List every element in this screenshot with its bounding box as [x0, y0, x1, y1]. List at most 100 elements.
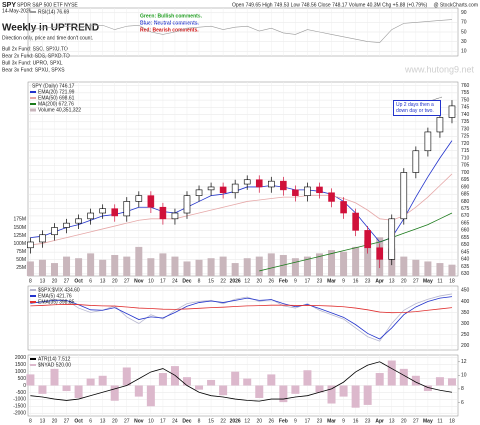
volume-bar: [291, 258, 299, 276]
y-tick-label: -1500: [13, 404, 26, 410]
x-tick-label: Apr: [375, 418, 384, 424]
y-tick-label: 50: [461, 29, 467, 35]
bar: [339, 385, 348, 397]
x-tick-label: 16: [353, 278, 359, 284]
candle-body: [51, 227, 58, 236]
x-tick-label: 13: [40, 278, 46, 284]
candle-body: [207, 186, 215, 191]
bar: [375, 373, 384, 386]
bar: [110, 385, 119, 401]
x-tick-label: 20: [401, 278, 407, 284]
x-tick-label: 15: [208, 418, 214, 424]
y-tick-label: 10: [461, 49, 467, 55]
bar: [86, 378, 95, 386]
volume-tick-label: 150M: [13, 225, 26, 231]
candle-body: [123, 201, 131, 217]
y-tick-label: 90: [461, 10, 467, 16]
x-tick-label: 8: [29, 278, 32, 284]
x-tick-label: 17: [305, 418, 311, 424]
candle-body: [292, 189, 299, 196]
volume-bar: [352, 246, 360, 276]
x-tick-label: 20: [256, 278, 262, 284]
x-tick-label: 20: [52, 418, 58, 424]
x-tick-label: 20: [112, 278, 118, 284]
x-tick-label: 23: [365, 278, 371, 284]
x-tick-label: 18: [449, 278, 455, 284]
x-tick-label: 26: [269, 418, 275, 424]
bar: [243, 378, 252, 386]
y-tick-label: 70: [461, 20, 467, 26]
bar: [38, 385, 47, 394]
y-tick-label: 755: [461, 90, 470, 96]
security-name: SPDR S&P 500 ETF NYSE: [17, 2, 78, 8]
candle-body: [328, 192, 335, 202]
legend-swatch: [30, 301, 36, 303]
y-tick-label: 695: [461, 177, 470, 183]
x-tick-label: 10: [148, 278, 154, 284]
y-tick-label: 685: [461, 192, 470, 198]
legend-swatch: [30, 103, 36, 105]
x-tick-label: 23: [365, 418, 371, 424]
volume-bar: [135, 246, 143, 276]
fund: Bear 2x Fund: SDS, SPXD.TO: [2, 53, 70, 59]
date: 14-May-2026: [2, 8, 32, 14]
bar: [50, 368, 59, 386]
x-tick-label: 22: [220, 278, 226, 284]
x-tick-label: May: [423, 418, 433, 424]
bar: [411, 375, 420, 386]
bar: [267, 374, 276, 386]
y-tick-label: 630: [461, 271, 470, 277]
candle-body: [364, 230, 371, 249]
fund: Bull 3x Fund: UPRO, SPXL: [2, 60, 63, 66]
x-tick-label: 13: [100, 278, 106, 284]
volume-tick-label: 75M: [16, 249, 26, 255]
legend-swatch: [30, 11, 36, 13]
bar: [98, 375, 107, 386]
volume-bar: [303, 256, 311, 276]
candle-body: [280, 180, 287, 191]
volume-bar: [400, 256, 408, 276]
volume-bar: [123, 256, 131, 276]
volume-bar: [111, 254, 119, 276]
volume-bar: [267, 253, 275, 276]
x-tick-label: Feb: [279, 278, 288, 284]
volume-bar: [38, 259, 46, 276]
candle-body: [448, 105, 456, 118]
volume-bar: [231, 263, 239, 276]
watermark: www.hutong9.net: [404, 64, 475, 74]
bar: [447, 378, 456, 386]
x-tick-label: 13: [40, 418, 46, 424]
x-tick-label: 17: [160, 418, 166, 424]
series-line: [30, 19, 453, 43]
volume-tick-label: 175M: [13, 217, 26, 223]
candle-body: [27, 241, 34, 249]
bar: [315, 385, 324, 393]
fund: Bull 2x Fund: SSO, SPXU.TO: [2, 46, 68, 52]
candle-body: [75, 218, 82, 224]
series-line: [259, 212, 453, 272]
y-tick-label: 675: [461, 206, 470, 212]
bar: [146, 385, 155, 407]
y-tick-label: 665: [461, 220, 470, 226]
y-tick-label: 2000: [15, 355, 26, 361]
x-tick-label: 23: [317, 278, 323, 284]
candle-body: [99, 208, 106, 214]
y-tick-label: 0: [23, 383, 26, 389]
y-tick-label: 670: [461, 213, 470, 219]
candle-body: [316, 186, 323, 194]
y-tick-label: 635: [461, 264, 470, 270]
volume-bar: [364, 240, 372, 276]
panel-frame: [27, 81, 459, 277]
series-line: [30, 173, 453, 246]
candle-body: [147, 195, 155, 208]
volume-bar: [207, 258, 215, 276]
legend-entry: EMA(35) 398.85: [38, 299, 75, 305]
volume-tick-label: 100M: [13, 241, 26, 247]
comment-key: Red: Bearish comments.: [140, 27, 199, 33]
bar: [158, 373, 167, 386]
volume-bar: [63, 256, 71, 276]
x-tick-label: 26: [269, 278, 275, 284]
candle-body: [39, 234, 46, 243]
comment-key: Green: Bullish comments.: [140, 13, 203, 19]
